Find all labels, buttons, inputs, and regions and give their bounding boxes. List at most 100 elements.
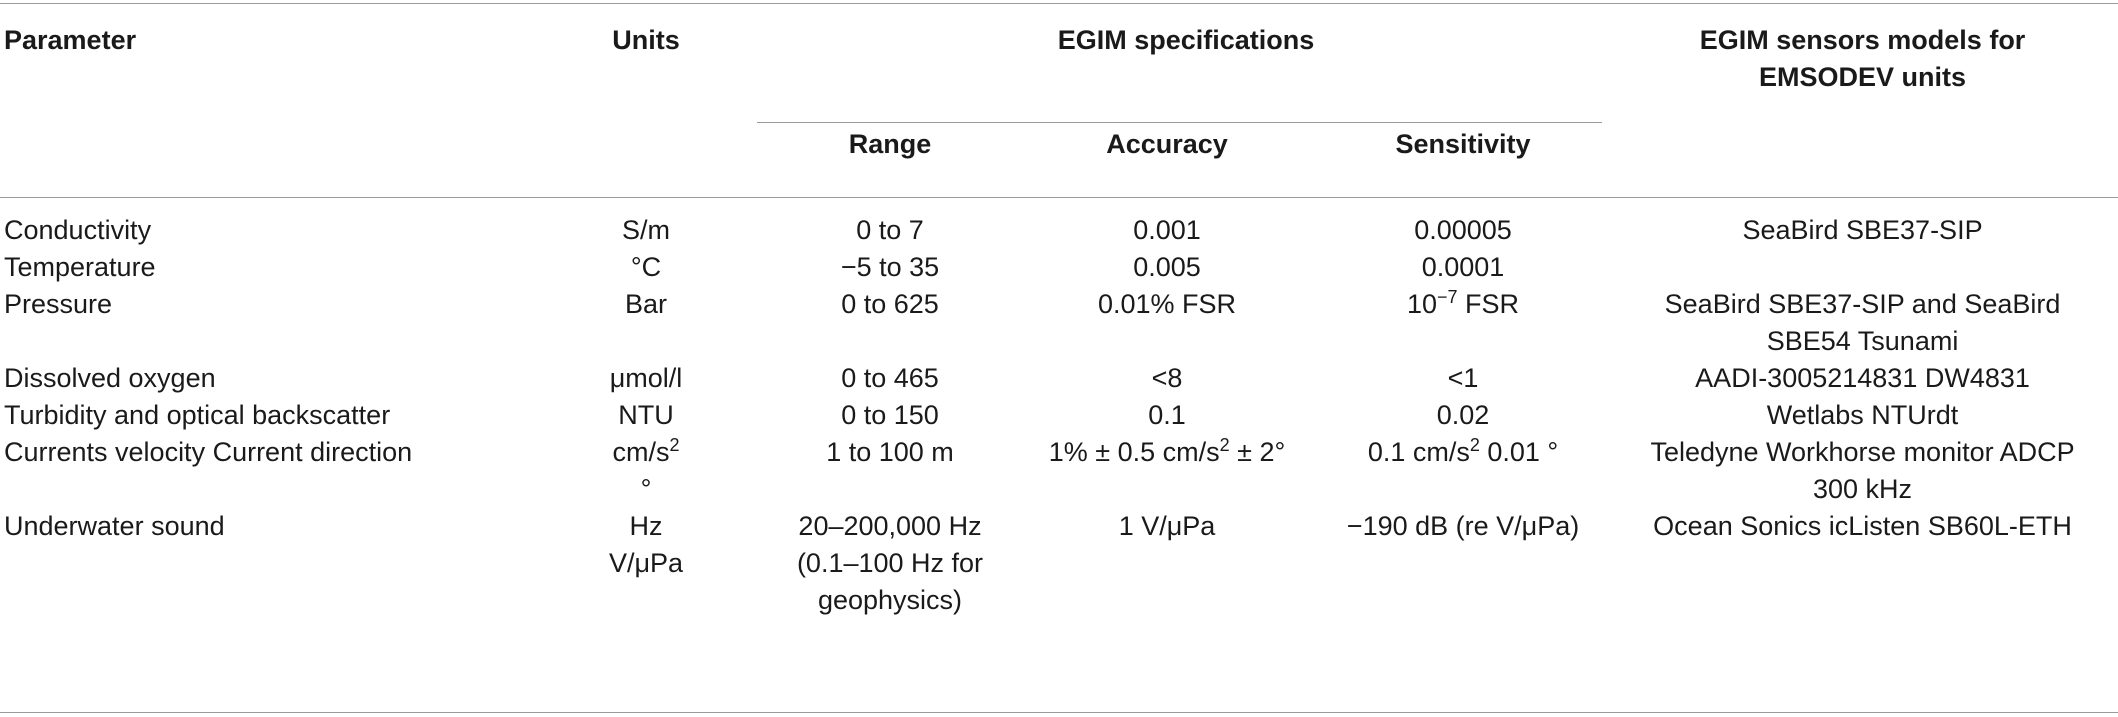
cell-sensitivity: 0.00005 <box>1315 212 1611 249</box>
cell-range: −5 to 35 <box>761 249 1019 286</box>
units-line-1: °C <box>531 249 761 286</box>
units-line-2: V/μPa <box>608 548 684 578</box>
sensitivity-text: 10 <box>1406 289 1438 319</box>
table-row: Conductivity S/m 0 to 7 0.001 0.00005 SeaBird… <box>4 212 2114 249</box>
sensor-line-1: SeaBird SBE37-SIP and SeaBird <box>1664 289 2061 319</box>
cell-accuracy: 1 V/μPa <box>1019 508 1315 620</box>
units-text: °C <box>630 252 662 282</box>
sensor-line-1: Ocean Sonics icListen SB60L-ETH <box>1653 511 2072 541</box>
cell-parameter: Dissolved oxygen <box>4 360 531 397</box>
accuracy-suffix: ± 2° <box>1229 437 1286 467</box>
bottom-rule <box>0 712 2118 713</box>
table: Parameter Units EGIM specifications EGIM… <box>4 22 2114 620</box>
sensitivity-superscript: 2 <box>1469 435 1480 455</box>
units-superscript: 2 <box>669 435 680 455</box>
range-line-1: 0 to 150 <box>841 400 939 430</box>
group-header-rule <box>757 122 1602 123</box>
sensitivity-suffix: FSR <box>1457 289 1520 319</box>
units-line-1: S/m <box>531 212 761 249</box>
cell-sensitivity: 10−7 FSR <box>1315 286 1611 360</box>
cell-sensor-model: SeaBird SBE37-SIP <box>1611 212 2114 249</box>
units-text: S/m <box>621 215 670 245</box>
cell-accuracy: 0.01% FSR <box>1019 286 1315 360</box>
accuracy-text: 0.001 <box>1133 215 1201 245</box>
parameter-text: Turbidity and optical backscatter <box>4 400 391 430</box>
accuracy-superscript: 2 <box>1219 435 1230 455</box>
accuracy-text: 0.1 <box>1148 400 1186 430</box>
cell-sensor-model: SeaBird SBE37-SIP and SeaBird SBE54 Tsuna… <box>1611 286 2114 360</box>
parameter-text: Temperature <box>4 252 156 282</box>
cell-parameter: Underwater sound <box>4 508 531 620</box>
units-line-1: Hz <box>531 508 761 545</box>
sensitivity-superscript: −7 <box>1437 287 1458 307</box>
accuracy-text: 0.01% FSR <box>1097 289 1237 319</box>
units-line-1: Bar <box>531 286 761 323</box>
units-line-1: μmol/l <box>531 360 761 397</box>
header-egim-specifications: EGIM specifications <box>1057 25 1315 55</box>
units-text: μmol/l <box>609 363 683 393</box>
header-sensors-line-1: EGIM sensors models for <box>1699 25 2026 55</box>
parameter-text: Dissolved oxygen <box>4 363 216 393</box>
cell-range: 1 to 100 m <box>761 434 1019 508</box>
cell-sensitivity: −190 dB (re V/μPa) <box>1315 508 1611 620</box>
range-line-1: 1 to 100 m <box>826 437 954 467</box>
cell-units: NTU <box>531 397 761 434</box>
units-text: cm/s <box>612 437 670 467</box>
cell-sensor-model: Wetlabs NTUrdt <box>1611 397 2114 434</box>
header-units: Units <box>612 25 680 55</box>
sensor-line-2: 300 kHz <box>1813 474 1913 504</box>
table-row: Turbidity and optical backscatter NTU 0 to… <box>4 397 2114 434</box>
cell-parameter: Pressure <box>4 286 531 360</box>
range-line-1: 0 to 7 <box>856 215 924 245</box>
table-row: Temperature °C −5 to 35 0.005 0.0001 <box>4 249 2114 286</box>
cell-accuracy: 0.005 <box>1019 249 1315 286</box>
parameter-text: Currents velocity Current direction <box>4 437 413 467</box>
units-line-2: ° <box>640 474 652 504</box>
cell-units: μmol/l <box>531 360 761 397</box>
cell-sensor-model <box>1611 249 2114 286</box>
cell-range: 0 to 7 <box>761 212 1019 249</box>
cell-parameter: Temperature <box>4 249 531 286</box>
units-text: Bar <box>624 289 668 319</box>
header-range: Range <box>848 129 932 159</box>
units-text: NTU <box>618 400 674 430</box>
table-row: Underwater sound Hz V/μPa 20–200,000 Hz (0.1… <box>4 508 2114 620</box>
cell-units: Bar <box>531 286 761 360</box>
cell-parameter: Currents velocity Current direction <box>4 434 531 508</box>
cell-sensitivity: <1 <box>1315 360 1611 397</box>
header-sensors-line-2: EMSODEV units <box>1759 62 1967 92</box>
cell-accuracy: 0.001 <box>1019 212 1315 249</box>
header-sensors: EGIM sensors models for EMSODEV units <box>1611 22 2114 212</box>
sensitivity-text: <1 <box>1447 363 1479 393</box>
cell-accuracy: 1% ± 0.5 cm/s2 ± 2° <box>1019 434 1315 508</box>
sensitivity-text: 0.0001 <box>1421 252 1505 282</box>
cell-sensitivity: 0.1 cm/s2 0.01 ° <box>1315 434 1611 508</box>
cell-units: S/m <box>531 212 761 249</box>
sensor-line-1: AADI-3005214831 DW4831 <box>1695 363 2030 393</box>
parameter-text: Conductivity <box>4 215 152 245</box>
cell-sensitivity: 0.02 <box>1315 397 1611 434</box>
header-bottom-rule <box>0 197 2118 198</box>
cell-units: Hz V/μPa <box>531 508 761 620</box>
top-rule <box>0 3 2118 4</box>
cell-accuracy: <8 <box>1019 360 1315 397</box>
cell-range: 0 to 150 <box>761 397 1019 434</box>
range-line-1: −5 to 35 <box>840 252 940 282</box>
table-row: Pressure Bar 0 to 625 0.01% FSR 10−7 FSR SeaB… <box>4 286 2114 360</box>
parameter-text: Underwater sound <box>4 511 225 541</box>
cell-sensor-model: AADI-3005214831 DW4831 <box>1611 360 2114 397</box>
cell-range: 0 to 625 <box>761 286 1019 360</box>
header-parameter: Parameter <box>4 25 137 55</box>
header-sensitivity: Sensitivity <box>1395 129 1531 159</box>
units-text: Hz <box>629 511 663 541</box>
sensor-line-1: Teledyne Workhorse monitor ADCP <box>1650 437 2075 467</box>
cell-range: 20–200,000 Hz (0.1–100 Hz for geophysics) <box>761 508 1019 620</box>
cell-units: °C <box>531 249 761 286</box>
accuracy-text: 0.005 <box>1133 252 1201 282</box>
cell-sensitivity: 0.0001 <box>1315 249 1611 286</box>
cell-units: cm/s2 ° <box>531 434 761 508</box>
sensitivity-text: 0.02 <box>1436 400 1490 430</box>
sensor-line-2: SBE54 Tsunami <box>1766 326 1959 356</box>
range-line-1: 0 to 465 <box>841 363 939 393</box>
cell-accuracy: 0.1 <box>1019 397 1315 434</box>
